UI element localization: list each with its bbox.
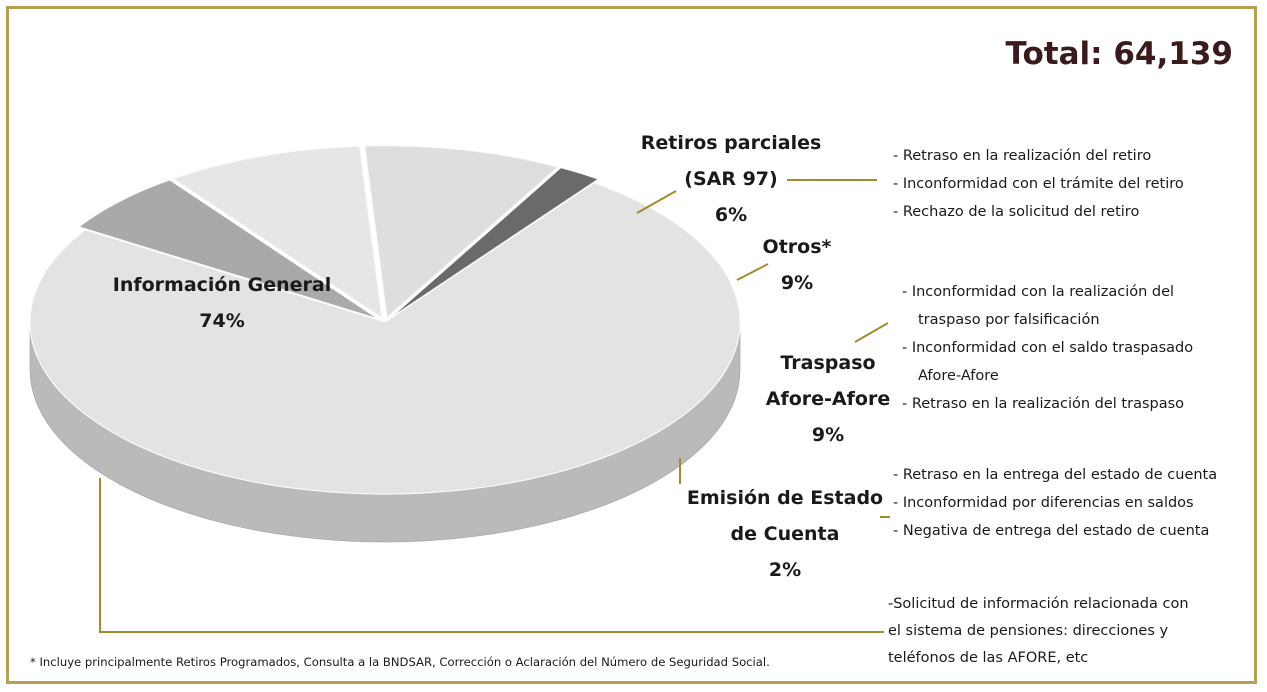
- chart-title: Total: 64,139: [1005, 36, 1233, 72]
- category-label: Otros*: [762, 236, 832, 258]
- pie-slice: [171, 145, 383, 320]
- note-line: el sistema de pensiones: direcciones y: [888, 623, 1169, 639]
- note-line: - Inconformidad con el saldo traspasado: [902, 340, 1194, 356]
- category-label-group: Emisión de Estado de Cuenta 2%: [675, 480, 895, 588]
- value-label: 74%: [199, 310, 245, 332]
- category-label-group: Retiros parciales (SAR 97) 6%: [626, 125, 836, 233]
- leader-line: [99, 478, 884, 633]
- value-label: 9%: [780, 272, 814, 294]
- value-label: 6%: [714, 204, 748, 226]
- category-label: Retiros parciales (SAR 97): [640, 132, 822, 190]
- leader-line: [636, 190, 677, 214]
- pie-slice: [77, 179, 379, 320]
- leader-line: [736, 263, 769, 281]
- note-line: - Retraso en la entrega del estado de cu…: [893, 467, 1218, 483]
- note-line: traspaso por falsificación: [918, 312, 1100, 328]
- note-line: teléfonos de las AFORE, etc: [888, 650, 1089, 666]
- value-label: 2%: [768, 559, 802, 581]
- note-line: -Solicitud de información relacionada co…: [888, 596, 1189, 612]
- note-line: - Negativa de entrega del estado de cuen…: [893, 523, 1210, 539]
- category-label: Información General: [112, 274, 332, 296]
- pie-slice: [389, 166, 600, 319]
- note-line: - Inconformidad por diferencias en saldo…: [893, 495, 1194, 511]
- note-line: - Rechazo de la solicitud del retiro: [893, 204, 1140, 220]
- category-label-group: Traspaso Afore-Afore 9%: [758, 345, 898, 453]
- category-label-group: Información General 74%: [62, 267, 382, 339]
- frame: [6, 6, 1257, 684]
- category-label: Emisión de Estado de Cuenta: [686, 487, 884, 545]
- leader-line: [854, 322, 889, 343]
- note-line: - Retraso en la realización del retiro: [893, 148, 1152, 164]
- note-line: - Inconformidad con el trámite del retir…: [893, 176, 1184, 192]
- note-line: - Inconformidad con la realización del: [902, 284, 1175, 300]
- note-line: - Retraso en la realización del traspaso: [902, 396, 1185, 412]
- pie-slice: [29, 182, 741, 495]
- footnote: * Incluye principalmente Retiros Program…: [30, 655, 770, 669]
- note-line: Afore-Afore: [918, 368, 999, 384]
- pie-slice: [363, 145, 560, 319]
- category-label: Traspaso Afore-Afore: [765, 352, 891, 410]
- value-label: 9%: [811, 424, 845, 446]
- category-label-group: Otros* 9%: [727, 229, 867, 301]
